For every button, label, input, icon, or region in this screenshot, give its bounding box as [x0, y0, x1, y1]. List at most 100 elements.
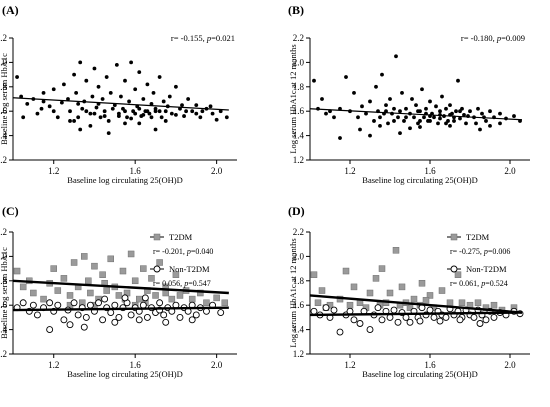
stat-p: =0.524	[485, 279, 508, 288]
y-tick-label: 2.0	[0, 57, 8, 67]
data-point	[198, 115, 203, 120]
y-tick-label: 1.2	[0, 349, 7, 359]
y-axis-label: Baseline log serum HbA1c	[0, 247, 9, 339]
data-point	[384, 103, 388, 107]
data-point	[94, 105, 99, 110]
stat-p-label: p	[496, 33, 501, 43]
data-point	[194, 111, 199, 116]
stat-p: =0.021	[211, 33, 235, 43]
data-point	[332, 115, 336, 120]
data-point	[218, 109, 223, 114]
data-point	[19, 94, 24, 99]
x-axis-label: Baseline log circulating 25(OH)D	[362, 369, 477, 379]
data-point-circle	[111, 301, 119, 309]
data-point-square	[119, 267, 127, 275]
data-point-square	[136, 295, 143, 303]
correlation-stat: r= -0.180, p=0.009	[461, 33, 525, 43]
data-point	[224, 115, 229, 120]
x-tick-label: 2.0	[211, 360, 223, 370]
data-point	[184, 109, 188, 114]
data-point	[356, 115, 360, 120]
data-point	[438, 116, 442, 121]
data-point-square	[213, 294, 220, 302]
data-point-circle	[336, 328, 344, 336]
data-point-square	[107, 255, 114, 263]
data-point	[41, 99, 46, 104]
data-point	[368, 133, 372, 138]
data-point	[210, 111, 215, 116]
y-tick-label: 1.4	[0, 131, 8, 141]
data-point	[368, 99, 372, 104]
data-point-square	[366, 289, 374, 297]
data-point	[159, 115, 164, 120]
data-point-circle	[322, 304, 330, 312]
data-point	[76, 101, 81, 106]
data-point-circle	[121, 294, 129, 302]
data-point-square	[378, 265, 386, 272]
data-point	[102, 114, 107, 118]
data-point	[394, 54, 398, 59]
data-point-square	[422, 297, 430, 304]
data-point	[163, 119, 168, 123]
data-point-circle	[70, 299, 78, 307]
legend-stat: r= 0.061, p=0.524	[450, 279, 508, 288]
data-point	[412, 115, 416, 120]
data-point	[163, 109, 168, 114]
data-point-square	[438, 287, 446, 294]
data-point	[157, 75, 162, 79]
stat-r: r= -0.155,	[171, 33, 207, 43]
y-tick-label: 1.4	[293, 131, 305, 141]
data-point-square	[426, 292, 434, 299]
data-point-square	[54, 287, 62, 294]
data-point	[133, 111, 138, 116]
data-point	[125, 115, 129, 120]
data-point-square	[87, 289, 94, 297]
y-tick-label: 1.8	[0, 276, 8, 286]
data-point	[88, 123, 93, 128]
data-point	[88, 111, 93, 116]
data-point	[480, 111, 484, 116]
data-point	[114, 62, 119, 67]
data-point	[62, 82, 66, 87]
data-point-circle	[107, 309, 115, 316]
data-point	[434, 104, 438, 109]
data-point	[106, 119, 111, 123]
data-point-circle	[46, 326, 54, 334]
data-point	[484, 119, 488, 123]
data-point-square	[152, 292, 159, 299]
series-points	[312, 54, 522, 140]
data-point	[432, 115, 436, 120]
data-point-circle	[95, 299, 102, 307]
data-point-square	[50, 265, 57, 272]
data-point	[129, 116, 134, 121]
data-point	[110, 106, 115, 111]
data-point-square	[60, 275, 68, 282]
data-point-circle	[406, 318, 414, 326]
data-point	[200, 109, 205, 114]
data-point-square	[85, 277, 92, 285]
legend-marker-circle	[450, 265, 458, 273]
data-point	[66, 97, 70, 101]
data-point-square	[148, 275, 155, 282]
data-point	[141, 97, 146, 101]
data-point	[137, 70, 142, 75]
legend-marker-square	[450, 233, 458, 241]
y-tick-label: 1.6	[293, 106, 305, 116]
data-point	[153, 127, 158, 132]
data-point	[374, 84, 378, 89]
y-tick-label: 1.4	[293, 325, 305, 335]
data-point-square	[70, 259, 78, 266]
data-point	[15, 75, 19, 79]
data-point-square	[162, 289, 169, 297]
data-point-circle	[99, 316, 107, 324]
data-point	[360, 104, 364, 109]
data-point-square	[314, 299, 322, 307]
data-point-square	[197, 289, 204, 297]
data-point	[476, 106, 480, 111]
regression-line	[12, 97, 229, 111]
y-tick-label: 1.8	[293, 82, 305, 92]
data-point-square	[418, 279, 426, 287]
y-tick-label: 1.2	[293, 155, 304, 165]
data-point-square	[13, 267, 21, 275]
data-point-square	[372, 275, 380, 282]
